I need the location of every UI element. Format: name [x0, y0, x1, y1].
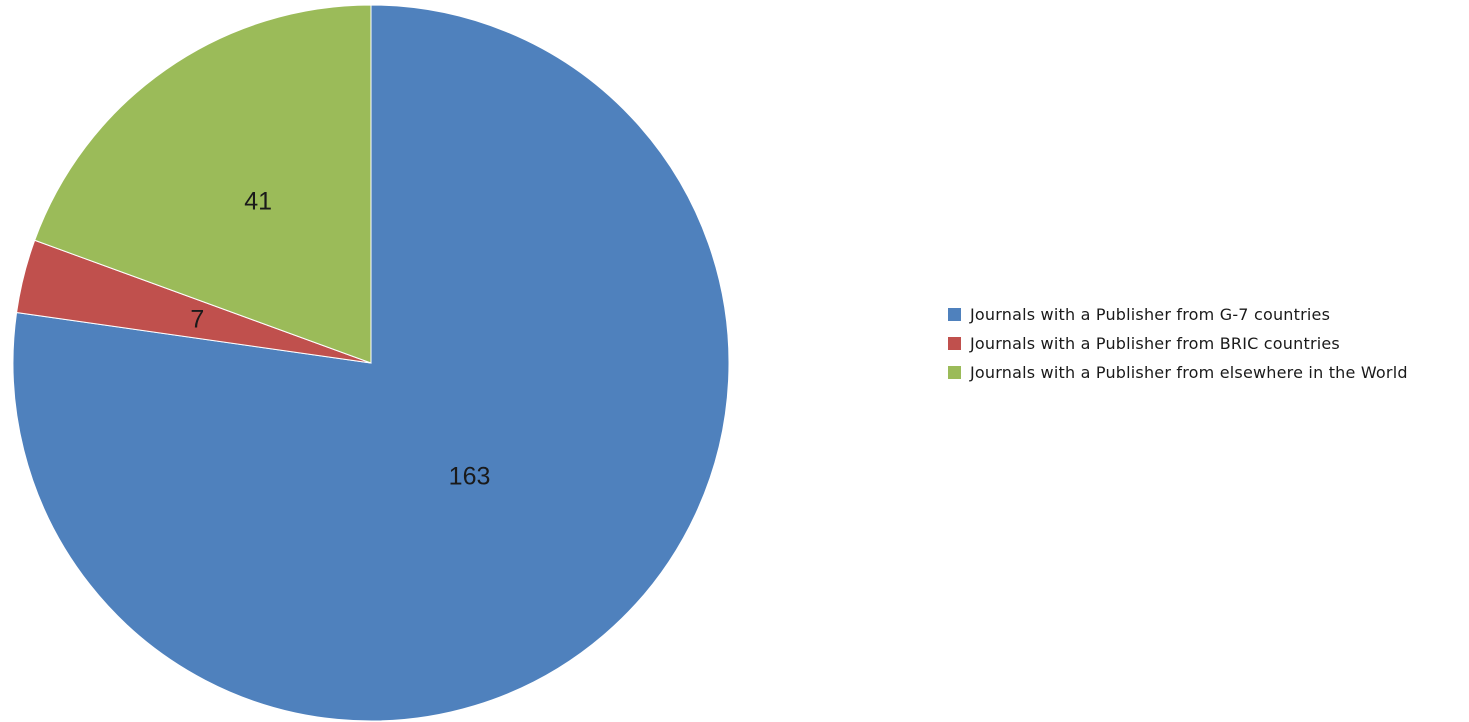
- legend-swatch: [948, 308, 961, 321]
- data-label-2: 41: [244, 188, 272, 216]
- legend-item-2: Journals with a Publisher from elsewhere…: [948, 362, 1463, 384]
- pie-slices: [12, 4, 730, 722]
- data-label-0: 163: [449, 463, 491, 491]
- pie-slice-2: [34, 4, 372, 364]
- legend-item-1: Journals with a Publisher from BRIC coun…: [948, 333, 1463, 355]
- chart-legend: Journals with a Publisher from G-7 count…: [948, 304, 1463, 391]
- legend-swatch: [948, 366, 961, 379]
- legend-label: Journals with a Publisher from G-7 count…: [970, 305, 1331, 324]
- data-label-1: 7: [190, 305, 204, 333]
- pie-data-labels: 163 7 41: [190, 188, 490, 491]
- legend-item-0: Journals with a Publisher from G-7 count…: [948, 304, 1463, 326]
- legend-swatch: [948, 337, 961, 350]
- legend-label: Journals with a Publisher from elsewhere…: [970, 363, 1408, 382]
- legend-label: Journals with a Publisher from BRIC coun…: [970, 334, 1340, 353]
